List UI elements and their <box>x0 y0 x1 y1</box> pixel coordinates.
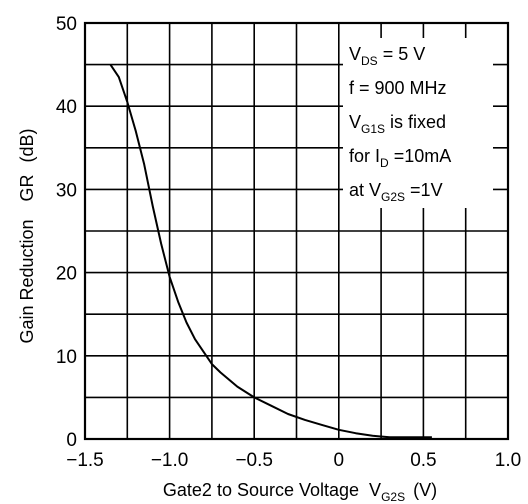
y-tick-label: 0 <box>66 430 77 451</box>
x-axis-title: Gate2 to Source Voltage VG2S (V) <box>163 480 437 504</box>
y-tick-label: 50 <box>56 14 77 35</box>
y-tick-label: 30 <box>56 180 77 201</box>
x-tick-label: −1.0 <box>151 450 189 471</box>
y-axis-title: Gain ReductionGR(dB) <box>17 128 37 343</box>
x-tick-label: −0.5 <box>235 450 273 471</box>
annotation-line-frequency: f = 900 MHz <box>349 78 447 98</box>
x-tick-label: −1.5 <box>66 450 104 471</box>
y-tick-label: 10 <box>56 347 77 368</box>
x-tick-label: 1.0 <box>495 450 521 471</box>
y-tick-label: 20 <box>56 264 77 285</box>
x-tick-label: 0 <box>334 450 345 471</box>
x-tick-label: 0.5 <box>410 450 436 471</box>
y-tick-label: 40 <box>56 97 77 118</box>
